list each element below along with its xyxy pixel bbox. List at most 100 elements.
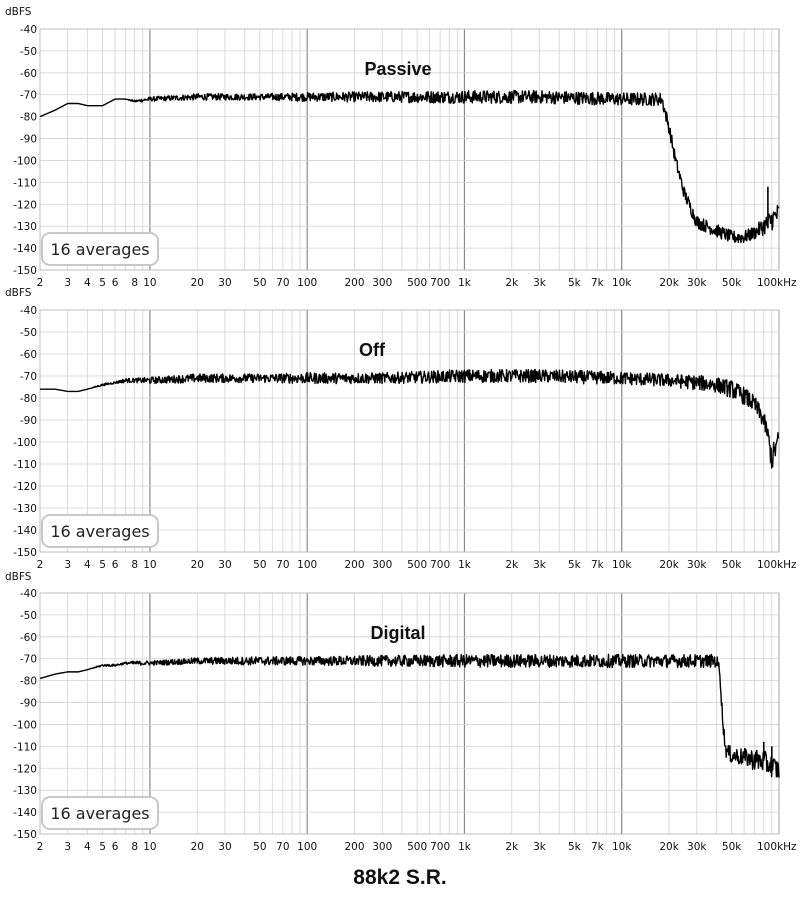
x-tick-label: 1k: [458, 277, 472, 289]
x-tick-label: 5k: [568, 277, 582, 289]
y-tick-label: -100: [13, 155, 37, 167]
plot-frame: [39, 592, 780, 835]
x-tick-label: 4: [84, 277, 91, 289]
averages-badge-label: 16 averages: [50, 240, 149, 259]
x-tick-label: 20: [191, 841, 204, 853]
x-tick-label: 6: [112, 277, 119, 289]
x-tick-label: 300: [372, 841, 392, 853]
x-tick-label: 5: [99, 559, 106, 571]
x-tick-label: 200: [345, 277, 365, 289]
sample-rate-caption: 88k2 S.R.: [353, 866, 447, 889]
x-tick-label: 1k: [458, 841, 472, 853]
y-tick-label: -140: [13, 243, 37, 255]
chart-title: Passive: [364, 59, 431, 79]
x-tick-label: 7k: [591, 559, 605, 571]
y-tick-label: -150: [13, 265, 37, 277]
averages-badge-box: [41, 796, 159, 830]
x-tick-label: 50k: [722, 277, 742, 289]
x-tick-label: 3: [64, 559, 71, 571]
x-tick-label: 200: [345, 841, 365, 853]
x-tick-label: 100: [297, 277, 317, 289]
x-tick-label: 100: [297, 559, 317, 571]
x-tick-label: 2: [37, 559, 44, 571]
x-tick-label: 700: [430, 277, 450, 289]
x-tick-label: 5: [99, 277, 106, 289]
x-tick-label: 2k: [505, 559, 519, 571]
x-tick-label: 4: [84, 559, 91, 571]
x-tick-label: 3k: [533, 841, 547, 853]
plot-frame: [39, 28, 780, 271]
x-tick-label: 6: [112, 841, 119, 853]
y-tick-label: -80: [20, 112, 37, 124]
x-tick-label: 100kHz: [757, 277, 797, 289]
y-tick-label: -70: [20, 371, 37, 383]
x-tick-label: 100: [297, 841, 317, 853]
x-tick-label: 50k: [722, 841, 742, 853]
y-tick-label: -70: [20, 90, 37, 102]
x-tick-label: 30k: [687, 841, 707, 853]
x-tick-label: 100kHz: [757, 841, 797, 853]
x-tick-label: 20k: [659, 277, 679, 289]
x-tick-label: 20: [191, 559, 204, 571]
x-tick-label: 3k: [533, 559, 547, 571]
x-tick-label: 30: [218, 559, 231, 571]
x-tick-label: 4: [84, 841, 91, 853]
x-tick-label: 20: [191, 277, 204, 289]
series-line: [39, 89, 780, 244]
averages-badge-label: 16 averages: [50, 522, 149, 541]
x-tick-label: 3k: [533, 277, 547, 289]
x-tick-label: 5: [99, 841, 106, 853]
x-tick-label: 200: [345, 559, 365, 571]
x-tick-label: 500: [407, 841, 427, 853]
y-tick-label: -120: [13, 199, 37, 211]
x-tick-label: 70: [276, 277, 289, 289]
x-tick-label: 500: [407, 277, 427, 289]
x-tick-label: 20k: [659, 559, 679, 571]
x-tick-label: 10k: [612, 841, 632, 853]
y-tick-label: -60: [20, 349, 37, 361]
averages-badge: 16 averages: [41, 232, 159, 266]
y-axis-label: dBFS: [5, 287, 32, 299]
x-tick-label: 30: [218, 277, 231, 289]
x-tick-label: 50k: [722, 559, 742, 571]
x-tick-label: 2k: [505, 277, 519, 289]
chart-panel-off: dBFS -40 -50 -60 -70 -80 -90 -100 -110 -120 -130 -1…: [5, 287, 797, 571]
x-tick-label: 30k: [687, 277, 707, 289]
x-tick-label: 2k: [505, 841, 519, 853]
y-tick-label: -140: [13, 807, 37, 819]
y-tick-label: -60: [20, 68, 37, 80]
x-tick-label: 1k: [458, 559, 472, 571]
x-tick-label: 5k: [568, 841, 582, 853]
plot-frame: [39, 309, 780, 553]
y-tick-label: -130: [13, 503, 37, 515]
x-tick-label: 700: [430, 841, 450, 853]
y-tick-label: -90: [20, 415, 37, 427]
x-tick-label: 2: [37, 277, 44, 289]
x-tick-label: 3: [64, 277, 71, 289]
x-tick-label: 20k: [659, 841, 679, 853]
chart-panel-passive: dBFS -40 -50 -60 -70 -80 -90 -100 -110 -120 -130 -1…: [5, 6, 797, 289]
y-tick-label: -110: [13, 177, 37, 189]
y-tick-label: -60: [20, 632, 37, 644]
averages-badge: 16 averages: [41, 796, 159, 830]
y-tick-label: -130: [13, 785, 37, 797]
x-tick-label: 7k: [591, 277, 605, 289]
x-tick-label: 70: [276, 841, 289, 853]
y-tick-label: -80: [20, 676, 37, 688]
y-tick-label: -40: [20, 588, 37, 600]
x-tick-label: 8: [131, 559, 138, 571]
y-tick-label: -70: [20, 654, 37, 666]
y-tick-label: -90: [20, 698, 37, 710]
x-tick-label: 8: [131, 277, 138, 289]
x-tick-label: 50: [253, 559, 266, 571]
averages-badge: 16 averages: [41, 514, 159, 548]
y-tick-label: -50: [20, 46, 37, 58]
y-tick-label: -150: [13, 547, 37, 559]
x-tick-label: 70: [276, 559, 289, 571]
x-tick-label: 300: [372, 559, 392, 571]
averages-badge-label: 16 averages: [50, 804, 149, 823]
x-tick-label: 6: [112, 559, 119, 571]
x-tick-label: 700: [430, 559, 450, 571]
x-tick-label: 8: [131, 841, 138, 853]
y-tick-label: -50: [20, 327, 37, 339]
